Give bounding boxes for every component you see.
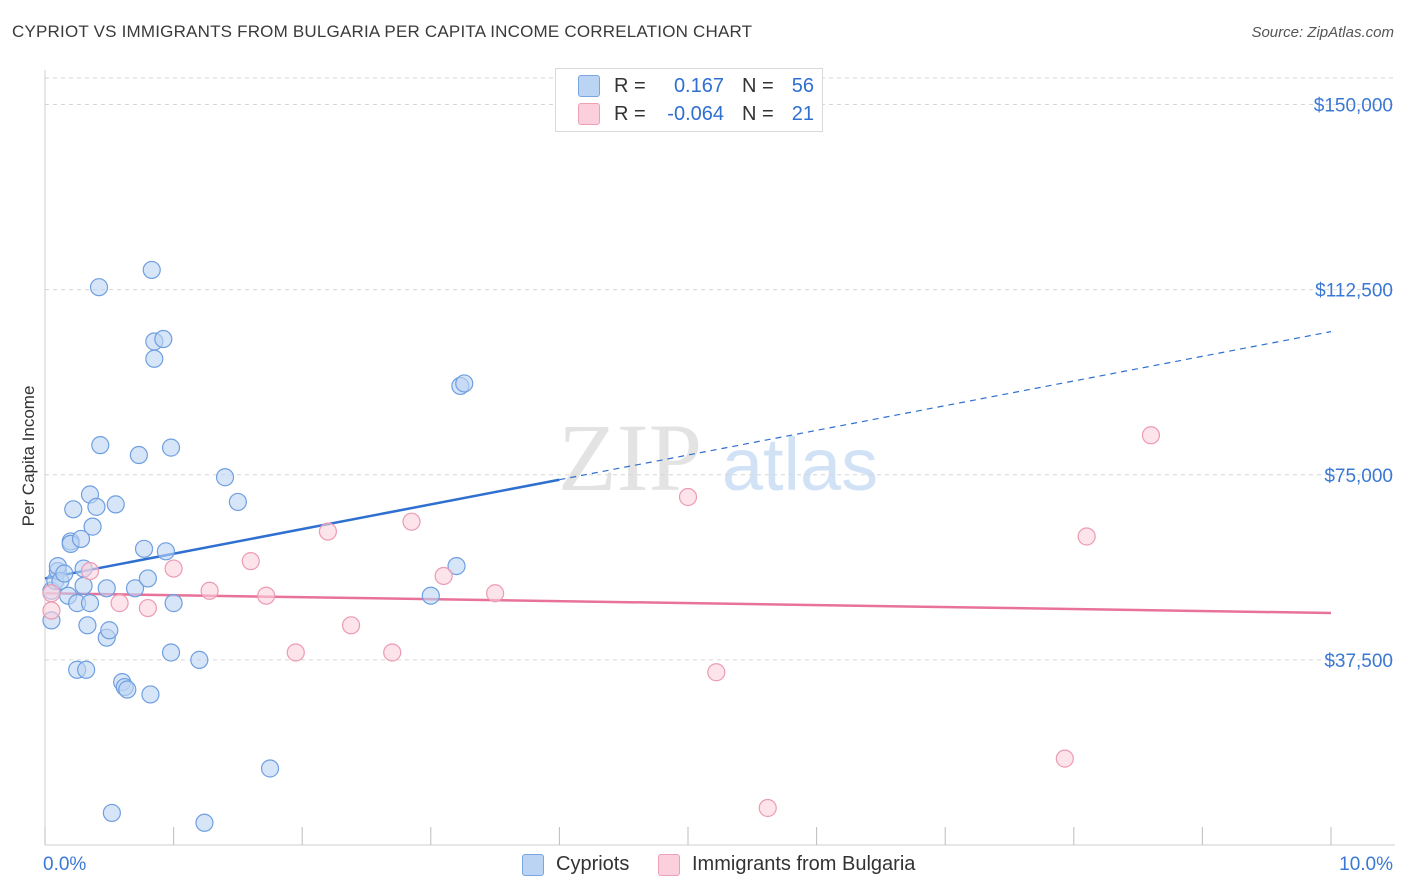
point-cypriot — [195, 813, 214, 832]
y-tick-label: $37,500 — [1324, 651, 1393, 672]
source-label: Source: ZipAtlas.com — [1251, 24, 1394, 41]
legend-item-cypriots: Cypriots — [522, 853, 629, 876]
trend-line-cypriots — [44, 478, 560, 580]
point-cypriot — [78, 616, 97, 635]
point-bulgaria — [402, 512, 421, 531]
point-cypriot — [164, 594, 183, 613]
legend-swatch-pink — [658, 853, 680, 876]
legend-swatch-blue — [522, 853, 544, 876]
point-bulgaria — [707, 663, 726, 682]
point-cypriot — [55, 564, 74, 583]
series-legend: Cypriots Immigrants from Bulgaria — [0, 851, 1406, 879]
point-bulgaria — [241, 552, 260, 571]
legend-row-cypriots: R = 0.167 N = 56 — [578, 73, 814, 99]
point-bulgaria — [486, 584, 505, 603]
point-cypriot — [134, 539, 154, 558]
point-cypriot — [161, 438, 181, 457]
point-cypriot — [77, 660, 96, 679]
watermark: ZIP atlas — [558, 404, 878, 511]
point-bulgaria — [110, 594, 129, 613]
point-cypriot — [91, 436, 110, 455]
point-cypriot — [156, 542, 175, 561]
point-cypriot — [129, 445, 148, 465]
point-cypriot — [106, 495, 125, 514]
point-cypriot — [102, 803, 121, 823]
point-bulgaria — [138, 598, 157, 618]
point-bulgaria — [1077, 527, 1096, 546]
point-bulgaria — [42, 584, 61, 603]
legend-r-value: -0.064 — [667, 102, 724, 125]
point-cypriot — [80, 594, 100, 613]
x-tick-labels: 0.0% 10.0% — [43, 854, 1393, 875]
point-cypriot — [100, 621, 119, 640]
point-cypriot — [97, 579, 116, 598]
legend-n-label: N = — [742, 102, 774, 125]
point-bulgaria — [42, 601, 61, 620]
legend-swatch-pink — [578, 103, 600, 125]
legend-r-label: R = — [614, 102, 646, 125]
chart-title: CYPRIOT VS IMMIGRANTS FROM BULGARIA PER … — [12, 22, 753, 41]
point-cypriot — [141, 685, 160, 704]
trend-line-bulgaria — [44, 591, 1332, 615]
x-tick-label: 10.0% — [1339, 854, 1393, 875]
legend-label-bulgaria: Immigrants from Bulgaria — [692, 853, 916, 875]
point-cypriot — [190, 650, 209, 669]
x-tick-label: 0.0% — [43, 854, 86, 875]
legend-n-label: N = — [742, 74, 774, 97]
point-bulgaria — [200, 581, 219, 600]
legend-label-cypriots: Cypriots — [556, 853, 630, 875]
point-bulgaria — [1055, 749, 1074, 768]
point-bulgaria — [257, 586, 276, 605]
point-cypriot — [87, 497, 106, 516]
y-tick-label: $150,000 — [1314, 96, 1393, 117]
y-tick-label: $112,500 — [1315, 281, 1393, 302]
point-cypriot — [215, 468, 235, 487]
point-bulgaria — [80, 561, 100, 581]
point-bulgaria — [758, 798, 777, 818]
point-bulgaria — [434, 566, 453, 586]
point-cypriot — [89, 278, 109, 297]
point-cypriot — [455, 374, 474, 393]
legend-n-value: 56 — [791, 74, 814, 97]
point-cypriot — [64, 500, 83, 519]
legend-item-bulgaria: Immigrants from Bulgaria — [658, 853, 915, 876]
point-cypriot — [447, 556, 466, 576]
point-cypriot — [154, 329, 173, 349]
point-cypriot — [125, 579, 145, 598]
correlation-legend: R = 0.167 N = 56 R = -0.064 N = 21 — [555, 68, 823, 132]
watermark-zip: ZIP — [558, 404, 702, 511]
y-axis-label: Per Capita Income — [19, 386, 38, 527]
point-bulgaria — [678, 487, 698, 507]
point-cypriot — [118, 680, 137, 699]
trend-line-cypriots-projection — [559, 331, 1332, 481]
point-cypriot — [138, 569, 157, 588]
point-cypriot — [71, 529, 91, 549]
point-cypriot — [145, 349, 164, 368]
y-tick-label: $75,000 — [1324, 466, 1393, 487]
data-points — [42, 260, 1161, 832]
legend-swatch-blue — [578, 75, 600, 97]
watermark-atlas: atlas — [722, 423, 878, 506]
point-cypriot — [260, 759, 280, 778]
legend-r-label: R = — [614, 74, 646, 97]
axes — [44, 70, 1395, 846]
point-cypriot — [161, 643, 181, 662]
point-cypriot — [83, 517, 102, 536]
point-bulgaria — [286, 643, 305, 662]
legend-r-value: 0.167 — [673, 74, 724, 97]
point-cypriot — [228, 492, 247, 512]
point-bulgaria — [318, 522, 338, 541]
point-bulgaria — [1141, 426, 1161, 445]
gridlines — [45, 77, 1395, 661]
point-bulgaria — [164, 559, 183, 578]
point-cypriot — [421, 586, 440, 605]
legend-row-bulgaria: R = -0.064 N = 21 — [578, 101, 814, 127]
legend-n-value: 21 — [791, 102, 814, 125]
point-bulgaria — [341, 616, 361, 635]
point-bulgaria — [383, 643, 402, 662]
y-tick-labels: $37,500 $75,000 $112,500 $150,000 — [1314, 96, 1393, 672]
point-cypriot — [142, 260, 161, 280]
